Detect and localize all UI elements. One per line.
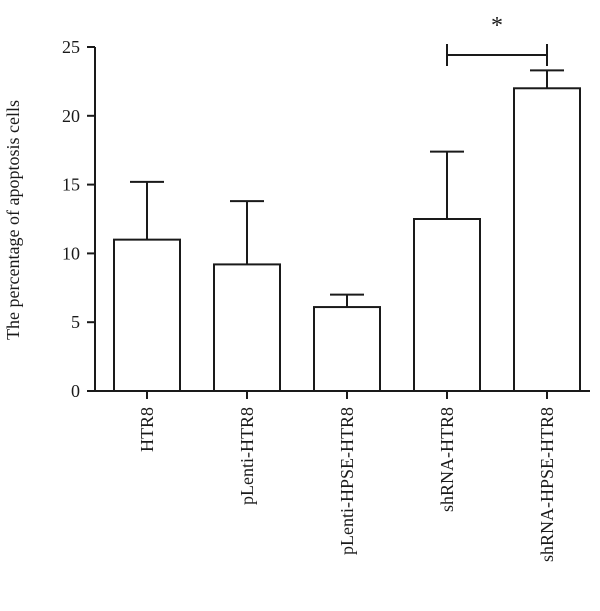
x-tick-label: shRNA-HTR8: [437, 407, 457, 512]
error-bars: [130, 69, 564, 308]
y-tick-label: 5: [71, 312, 80, 332]
x-tick-label: pLenti-HPSE-HTR8: [337, 407, 357, 555]
y-tick-label: 0: [71, 381, 80, 401]
significance-annotation: *: [446, 13, 548, 66]
y-tick-label: 15: [62, 175, 80, 195]
bars: [113, 87, 581, 392]
y-tick-label: 10: [62, 243, 80, 263]
x-tick-labels: HTR8 pLenti-HTR8 pLenti-HPSE-HTR8 shRNA-HTR…: [137, 391, 557, 562]
y-axis-label: The percentage of apoptosis cells: [3, 100, 23, 340]
x-tick-label: shRNA-HPSE-HTR8: [537, 407, 557, 562]
bar: [113, 238, 181, 392]
x-tick-label: pLenti-HTR8: [237, 407, 257, 505]
significance-star: *: [491, 13, 503, 39]
bar: [513, 87, 581, 392]
y-ticks: 0 5 10 15 20 25: [62, 37, 95, 401]
y-tick-label: 25: [62, 37, 80, 57]
x-tick-label: HTR8: [137, 407, 157, 452]
y-tick-label: 20: [62, 106, 80, 126]
bar: [313, 306, 381, 392]
bar: [413, 218, 481, 392]
bar: [213, 263, 281, 392]
